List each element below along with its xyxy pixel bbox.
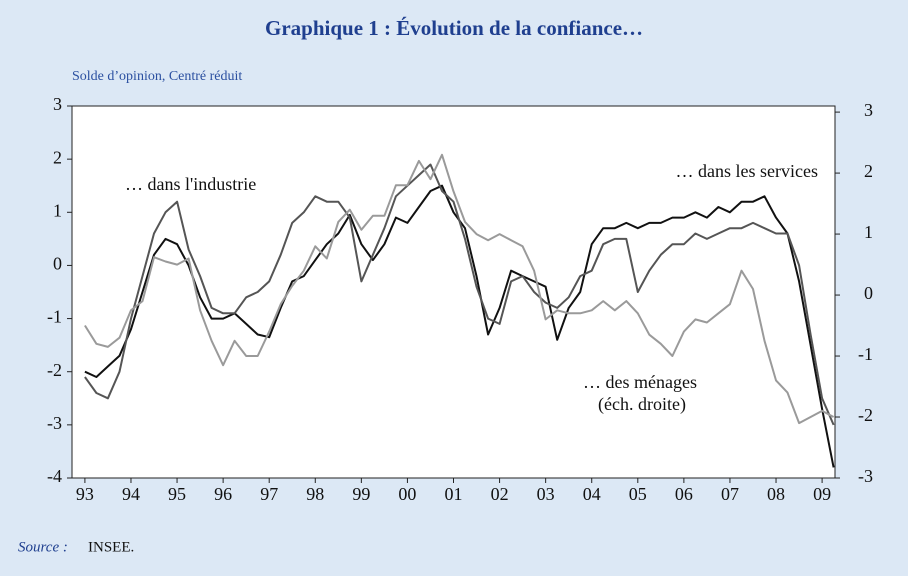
chart-title: Graphique 1 : Évolution de la confiance… (265, 16, 643, 40)
x-tick-label: 95 (168, 484, 186, 504)
y-tick-label: 1 (53, 200, 62, 220)
annotation: … des ménages (583, 372, 697, 392)
y2-tick-label: 1 (864, 222, 873, 242)
source-label: Source : (18, 539, 68, 555)
x-tick-label: 04 (583, 484, 601, 504)
y-tick-label: 2 (53, 147, 62, 167)
y2-tick-label: 3 (864, 100, 873, 120)
y-tick-label: -3 (47, 413, 62, 433)
y-tick-label: -2 (47, 360, 62, 380)
x-tick-label: 06 (675, 484, 693, 504)
x-tick-label: 00 (398, 484, 416, 504)
y-tick-label: 3 (53, 94, 62, 114)
annotation: … dans les services (676, 161, 818, 181)
x-tick-label: 05 (629, 484, 647, 504)
subtitle: Solde d’opinion, Centré réduit (72, 69, 242, 84)
y2-tick-label: 0 (864, 283, 873, 303)
annotation: … dans l'industrie (125, 174, 256, 194)
x-tick-label: 08 (767, 484, 785, 504)
x-tick-label: 93 (76, 484, 94, 504)
x-tick-label: 94 (122, 484, 140, 504)
x-tick-label: 98 (306, 484, 324, 504)
y-tick-label: -4 (47, 466, 62, 486)
y-tick-label: -1 (47, 307, 62, 327)
x-tick-label: 99 (352, 484, 370, 504)
annotation: (éch. droite) (598, 394, 686, 415)
x-tick-label: 02 (491, 484, 509, 504)
x-tick-label: 97 (260, 484, 278, 504)
x-tick-label: 09 (813, 484, 831, 504)
series-line (84, 153, 835, 425)
x-tick-label: 07 (721, 484, 739, 504)
y2-tick-label: -1 (858, 344, 873, 364)
x-tick-label: 03 (537, 484, 555, 504)
y2-tick-label: -2 (858, 405, 873, 425)
source: INSEE. (88, 539, 134, 555)
y2-tick-label: -3 (858, 466, 873, 486)
y2-tick-label: 2 (864, 161, 873, 181)
y-tick-label: 0 (53, 254, 62, 274)
x-tick-label: 96 (214, 484, 232, 504)
x-tick-label: 01 (445, 484, 463, 504)
series-line (84, 163, 835, 426)
